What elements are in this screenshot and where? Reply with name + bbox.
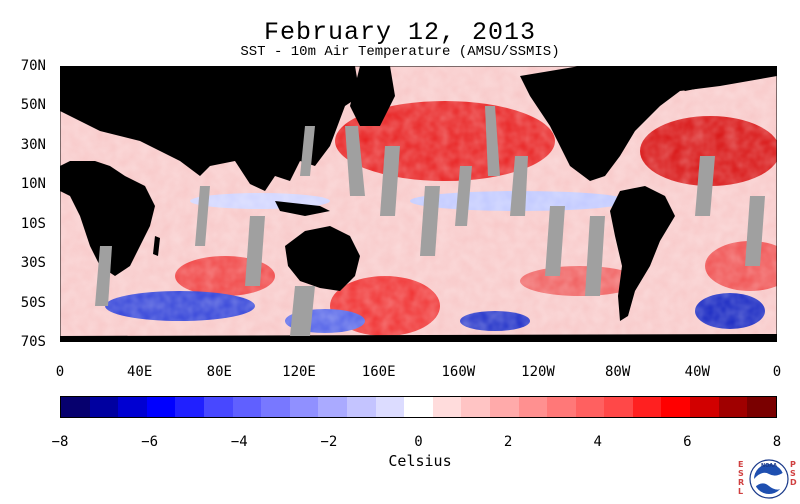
swath-13 [745, 196, 765, 266]
swath-5 [380, 146, 400, 216]
swath-3 [300, 126, 315, 176]
latitude-label: 30N [20, 136, 46, 153]
colorbar-segment [261, 397, 290, 417]
colorbar-segment [461, 397, 490, 417]
colorbar-tick-label: 0 [414, 434, 423, 450]
swath-9 [510, 156, 528, 216]
swath-10 [545, 206, 565, 276]
land-indonesia [275, 201, 330, 216]
colorbar-segment [61, 397, 90, 417]
latitude-label: 70N [20, 58, 46, 74]
colorbar-segment [118, 397, 147, 417]
swath-12 [695, 156, 715, 216]
swath-4 [345, 126, 365, 196]
svg-text:NOAA: NOAA [761, 463, 777, 469]
swath-11 [585, 216, 605, 296]
land-australia [285, 226, 360, 291]
colorbar-segment [146, 397, 176, 417]
latitude-label: 50S [20, 294, 46, 311]
latitude-label: 10N [20, 176, 46, 193]
land-east-asia [350, 66, 395, 126]
missing-swaths [95, 106, 765, 336]
land-eurasia [60, 66, 360, 191]
colorbar-segment [690, 397, 719, 417]
latitude-label: 10S [20, 215, 46, 232]
longitude-label: 120W [521, 364, 555, 380]
latitude-label: 70S [20, 334, 46, 350]
land-madagascar [153, 236, 160, 256]
colorbar-segment [346, 397, 376, 417]
land-south-america [610, 186, 675, 321]
colorbar-segment [747, 397, 776, 417]
longitude-label: 120E [282, 364, 316, 380]
map-subtitle: SST - 10m Air Temperature (AMSU/SSMIS) [240, 44, 560, 60]
swath-15 [95, 246, 112, 306]
colorbar-tick-label: 8 [772, 434, 782, 450]
longitude-label: 40E [127, 364, 153, 380]
noaa-emblem-icon: NOAA [749, 459, 789, 499]
longitude-label: 160E [361, 364, 396, 380]
swath-14 [290, 286, 315, 336]
colorbar-segment [575, 397, 605, 417]
colorbar-tick-label: −2 [320, 434, 338, 450]
longitude-label: 80W [605, 364, 631, 380]
colorbar-segment [232, 397, 262, 417]
colorbar-tick-label: 2 [503, 434, 513, 450]
land-north-america [520, 66, 777, 181]
colorbar-tick-label: 6 [683, 434, 692, 450]
colorbar-segment [718, 397, 748, 417]
colorbar-segment [404, 397, 433, 417]
latitude-label: 50N [20, 97, 46, 114]
colorbar-segment [604, 397, 633, 417]
colorbar-label: Celsius [388, 452, 452, 470]
land-africa [60, 161, 155, 276]
colorbar-segment [632, 397, 662, 417]
longitude-label: 80E [206, 364, 232, 380]
longitude-label: 0 [55, 364, 65, 380]
colorbar-segment [432, 397, 462, 417]
map-title: February 12, 2013 [263, 18, 537, 47]
colorbar-segment [518, 397, 548, 417]
colorbar-segment [175, 397, 204, 417]
latitude-label: 30S [20, 255, 46, 272]
longitude-label: 160W [441, 364, 476, 380]
colorbar-segment [375, 397, 405, 417]
colorbar-segment [203, 397, 233, 417]
land-masses [60, 66, 777, 342]
colorbar-segment [318, 397, 347, 417]
colorbar-segment [489, 397, 519, 417]
swath-7 [455, 166, 472, 226]
land-greenland [660, 66, 720, 91]
colorbar-segment [547, 397, 576, 417]
colorbar-tick-label: −8 [51, 434, 69, 450]
colorbar-segment [289, 397, 319, 417]
swath-6 [420, 186, 440, 256]
colorbar-tick-label: −6 [141, 434, 159, 450]
longitude-label: 0 [772, 364, 782, 380]
swath-8 [485, 106, 500, 176]
swath-2 [245, 216, 265, 286]
longitude-label: 40W [684, 364, 710, 380]
land-antarctic-edge [60, 334, 777, 342]
colorbar-segment [661, 397, 691, 417]
swath-1 [195, 186, 210, 246]
colorbar-segment [89, 397, 119, 417]
colorbar [60, 396, 777, 418]
colorbar-tick-label: 4 [593, 434, 602, 450]
sst-map [60, 66, 777, 342]
colorbar-tick-label: −4 [230, 434, 248, 450]
